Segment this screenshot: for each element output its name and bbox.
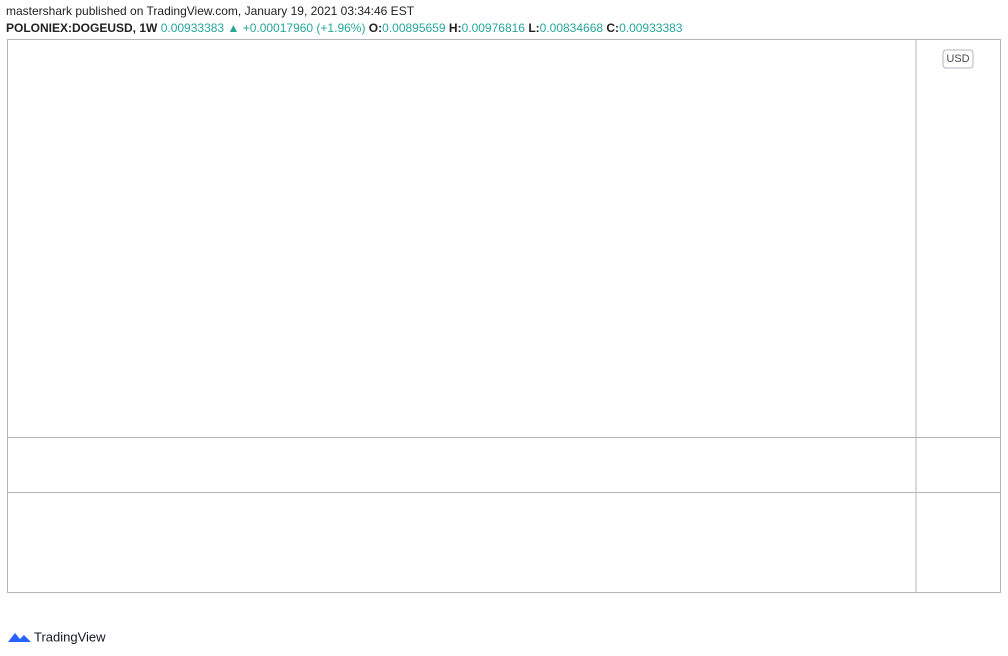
publish-line: mastershark published on TradingView.com… bbox=[6, 4, 415, 18]
currency: USD bbox=[946, 53, 969, 65]
low: 0.00834668 bbox=[539, 21, 604, 35]
close: 0.00933383 bbox=[619, 21, 683, 35]
legend-line: POLONIEX:DOGEUSD, 1W 0.00933383 ▲ +0.000… bbox=[6, 21, 682, 35]
h-label: H: bbox=[448, 21, 462, 35]
change: +0.00017960 (+1.96%) bbox=[242, 21, 366, 35]
l-label: L: bbox=[528, 21, 540, 35]
currency-button[interactable] bbox=[942, 49, 974, 69]
last: 0.00933383 bbox=[160, 21, 225, 35]
logo bbox=[8, 633, 31, 642]
c-label: C: bbox=[606, 21, 620, 35]
o-label: O: bbox=[368, 21, 383, 35]
symbol: POLONIEX:DOGEUSD, 1W bbox=[6, 21, 158, 35]
open: 0.00895659 bbox=[382, 21, 446, 35]
high: 0.00976816 bbox=[461, 21, 525, 35]
arrow: ▲ bbox=[227, 21, 240, 35]
brand: TradingView bbox=[34, 629, 106, 644]
frame bbox=[7, 39, 1001, 593]
